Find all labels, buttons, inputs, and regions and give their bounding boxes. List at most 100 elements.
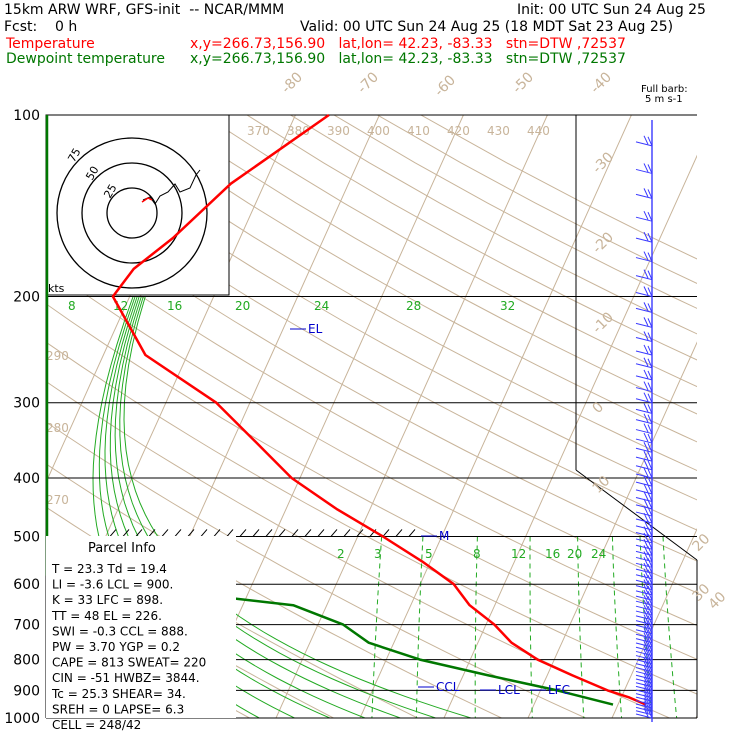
hatch-mark bbox=[174, 529, 182, 537]
hatch-mark bbox=[395, 529, 403, 537]
wind-barb bbox=[635, 307, 653, 313]
mixing-ratio-line bbox=[639, 536, 653, 718]
wind-barb-feather bbox=[643, 450, 649, 460]
hodograph-trace-low bbox=[141, 197, 153, 203]
hodograph-ring-label: 75 bbox=[65, 146, 83, 165]
theta-e-label: 20 bbox=[235, 299, 250, 313]
wind-barb bbox=[635, 525, 653, 531]
wind-barb bbox=[635, 375, 653, 381]
wind-barb-feather bbox=[643, 302, 649, 312]
pressure-label: 700 bbox=[13, 618, 40, 634]
wind-barb-feather bbox=[643, 392, 649, 402]
mixing-ratio-label: 2 bbox=[337, 547, 345, 561]
theta-label: 400 bbox=[367, 124, 390, 138]
parcel-title: Parcel Info bbox=[88, 541, 156, 556]
wind-barb-feather bbox=[643, 599, 649, 609]
mixing-ratio-label: 5 bbox=[425, 547, 433, 561]
wind-barb-feather bbox=[643, 701, 649, 711]
isotherm-label: -50 bbox=[510, 69, 537, 96]
barb-note-1: Full barb: bbox=[641, 84, 688, 95]
wind-barb bbox=[635, 473, 653, 479]
wind-barb-feather bbox=[643, 568, 649, 578]
mixing-ratio-line bbox=[474, 536, 478, 718]
marker-label: LFC bbox=[548, 683, 570, 697]
wind-barb bbox=[635, 655, 653, 661]
wind-barb-feather bbox=[643, 532, 649, 542]
theta-e-label: 16 bbox=[167, 299, 182, 313]
wind-barb bbox=[635, 350, 653, 356]
pressure-label: 500 bbox=[13, 529, 40, 545]
wind-barb-feather bbox=[643, 557, 649, 567]
theta-e-label: 32 bbox=[500, 299, 515, 313]
hatch-mark bbox=[135, 529, 143, 537]
isotherm-label: 10 bbox=[590, 473, 614, 497]
dewpoint-legend-info: x,y=266.73,156.90 lat,lon= 42.23, -83.33… bbox=[190, 51, 626, 67]
mixing-ratio-line bbox=[415, 536, 424, 718]
wind-barb-feather bbox=[643, 645, 649, 655]
wind-barb-feather bbox=[643, 589, 649, 599]
wind-barb-feather bbox=[643, 413, 649, 423]
hatch-mark bbox=[265, 529, 273, 537]
isotherm-label: -30 bbox=[590, 149, 617, 176]
isotherm-label: 20 bbox=[690, 531, 714, 555]
theta-e-label: 28 bbox=[406, 299, 421, 313]
hatch-mark bbox=[408, 529, 416, 537]
wind-barb bbox=[635, 419, 653, 425]
hatch-mark bbox=[109, 529, 117, 537]
wind-barb-feather bbox=[643, 676, 649, 686]
dry-adiabat-line bbox=[377, 115, 697, 284]
hatch-mark bbox=[161, 529, 169, 537]
mixing-ratio-line bbox=[371, 536, 383, 718]
wind-barb bbox=[635, 237, 653, 243]
hatch-mark bbox=[226, 529, 234, 537]
wind-barb-feather bbox=[643, 665, 649, 675]
hatch-mark bbox=[278, 529, 286, 537]
parcel-row: CELL = 248/42 bbox=[52, 718, 141, 732]
wind-barb-feather bbox=[643, 653, 649, 663]
dry-adiabat-line bbox=[203, 115, 697, 388]
mixing-ratio-line bbox=[662, 536, 678, 718]
hatch-mark bbox=[252, 529, 260, 537]
dry-adiabat-line bbox=[420, 115, 697, 260]
parcel-row: T = 23.3 Td = 19.4 bbox=[51, 562, 167, 576]
pressure-label: 900 bbox=[13, 683, 40, 699]
pressure-label: 100 bbox=[13, 108, 40, 124]
parcel-info-panel: Parcel Info T = 23.3 Td = 19.4 LI = -3.6 L… bbox=[46, 536, 236, 732]
isotherm-line bbox=[611, 527, 697, 718]
pressure-label: 300 bbox=[13, 396, 40, 412]
dry-adiabat-line bbox=[46, 126, 697, 501]
dry-adiabat-line bbox=[46, 229, 697, 594]
wind-barb-feather bbox=[643, 188, 649, 198]
dry-adiabat-line bbox=[159, 115, 697, 415]
wind-barb bbox=[635, 257, 653, 263]
wind-barb bbox=[635, 713, 653, 719]
wind-barb bbox=[635, 710, 653, 716]
wind-barb-feather bbox=[643, 163, 649, 173]
dry-adiabat-layer bbox=[46, 115, 697, 718]
wind-barb-feather bbox=[643, 704, 649, 714]
wind-barb bbox=[635, 363, 653, 369]
dry-adiabat-line bbox=[290, 115, 697, 335]
wind-barb-feather bbox=[643, 475, 649, 485]
temperature-legend-info: x,y=266.73,156.90 lat,lon= 42.23, -83.33… bbox=[190, 36, 626, 52]
hatch-mark bbox=[330, 529, 338, 537]
hodograph-ring bbox=[81, 162, 183, 264]
parcel-row: SREH = 0 LAPSE= 6.3 bbox=[52, 702, 184, 716]
wind-barb-feather bbox=[643, 604, 649, 614]
wind-barb-feather bbox=[643, 649, 649, 659]
pressure-label: 600 bbox=[13, 577, 40, 593]
dry-adiabat-line bbox=[246, 115, 697, 361]
wind-barb-feather bbox=[643, 623, 649, 633]
wind-barb-feather bbox=[643, 483, 649, 493]
theta-label: 390 bbox=[327, 124, 350, 138]
isotherm-line bbox=[695, 714, 697, 718]
pressure-label: 800 bbox=[13, 653, 40, 669]
wind-barb-feather bbox=[643, 539, 649, 548]
wind-barb-feather bbox=[643, 614, 649, 624]
dry-adiabat-line bbox=[46, 160, 697, 531]
wind-barb-feather bbox=[643, 683, 649, 693]
theta-label: 430 bbox=[487, 124, 510, 138]
mixing-ratio-label: 3 bbox=[374, 547, 382, 561]
wind-barb-feather bbox=[643, 331, 649, 341]
